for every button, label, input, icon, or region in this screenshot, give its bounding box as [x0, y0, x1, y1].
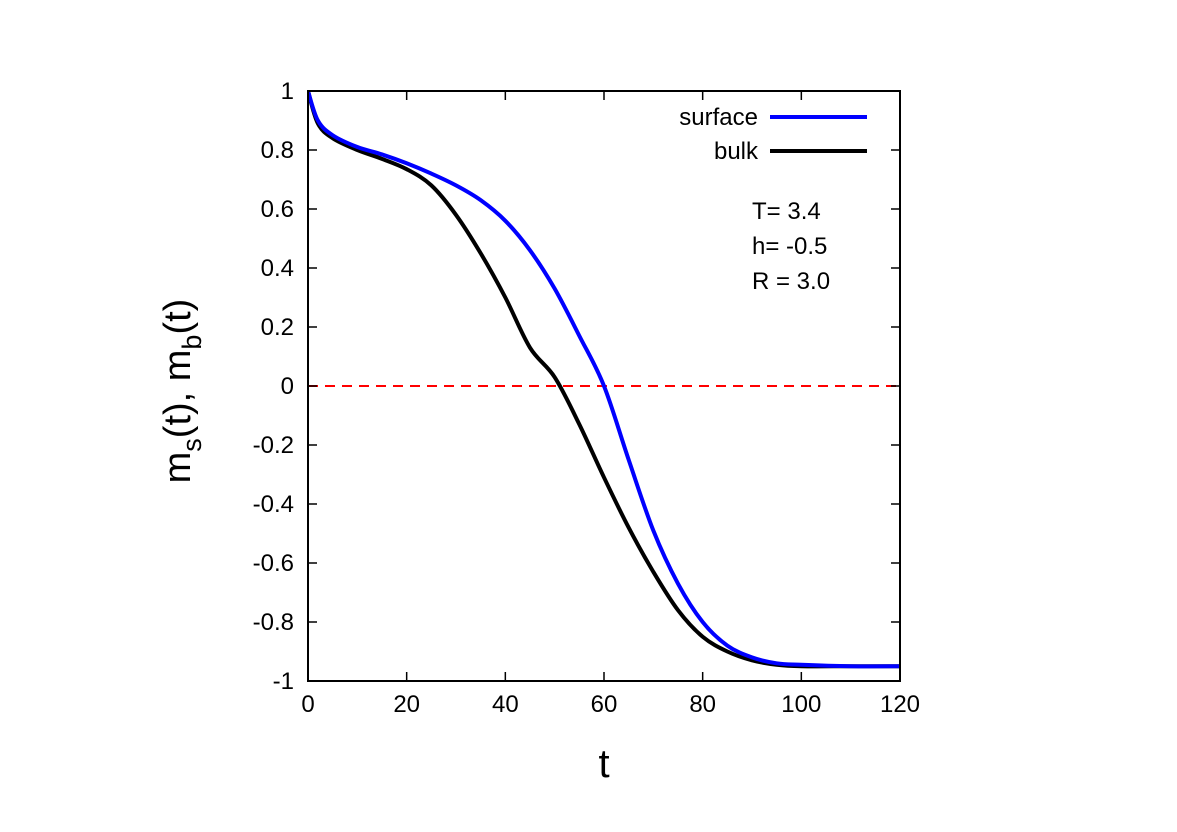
- y-tick-label: 0.2: [261, 314, 294, 341]
- y-axis-label-subscript: b: [177, 335, 207, 350]
- y-axis-label-subscript: s: [177, 438, 207, 452]
- annotation-text: T= 3.4: [752, 198, 821, 225]
- legend-label-bulk: bulk: [714, 138, 759, 165]
- y-tick-label: -0.8: [253, 609, 294, 636]
- x-tick-label: 20: [393, 691, 420, 718]
- y-tick-label: -0.6: [253, 550, 294, 577]
- y-tick-label: 0.4: [261, 255, 294, 282]
- y-axis-label-part: (t): [157, 299, 199, 335]
- x-tick-label: 120: [880, 691, 920, 718]
- y-tick-label: -0.4: [253, 491, 294, 518]
- series-group: [308, 91, 900, 669]
- legend: surface bulk: [679, 104, 867, 165]
- y-tick-label: 0: [281, 373, 294, 400]
- legend-label-surface: surface: [679, 104, 758, 131]
- series-line-surface: [308, 91, 900, 669]
- y-tick-label: 1: [281, 78, 294, 105]
- annotation-text: h= -0.5: [752, 233, 827, 260]
- y-axis-label-part: (t), m: [157, 350, 199, 439]
- y-tick-label: -1: [273, 668, 294, 695]
- series-line-bulk: [308, 91, 900, 669]
- annotation-text: R = 3.0: [752, 268, 830, 295]
- x-tick-label: 0: [301, 691, 314, 718]
- plot-area: [308, 91, 900, 669]
- axes: 0 20 40 60 80 100 120 -1 -0.8 -0.6 -0.4 -0.2 0 0.2 0.4…: [157, 78, 920, 786]
- x-tick-label: 60: [591, 691, 618, 718]
- x-tick-label: 40: [492, 691, 519, 718]
- y-axis-label-part: m: [157, 452, 199, 484]
- annotations: T= 3.4 h= -0.5 R = 3.0: [752, 198, 830, 295]
- x-tick-label: 80: [689, 691, 716, 718]
- x-tick-label: 100: [781, 691, 821, 718]
- x-axis-label: t: [598, 742, 609, 786]
- y-tick-label: 0.8: [261, 137, 294, 164]
- y-tick-label: -0.2: [253, 432, 294, 459]
- y-tick-label: 0.6: [261, 196, 294, 223]
- y-axis-label: ms(t), mb(t): [157, 299, 207, 484]
